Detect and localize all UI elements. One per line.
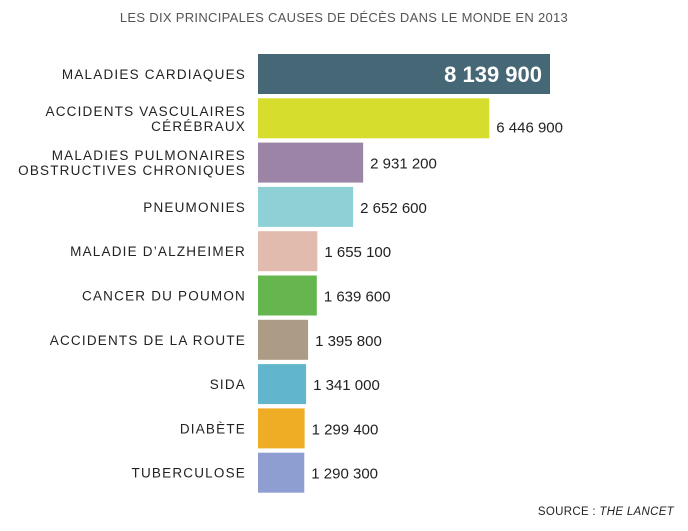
value-label-1: 6 446 900 <box>496 119 563 136</box>
bar-8 <box>258 408 305 449</box>
source-prefix: SOURCE : <box>538 506 600 518</box>
value-label-8: 1 299 400 <box>312 421 379 438</box>
value-label-5: 1 639 600 <box>324 289 391 306</box>
category-label-3-0: PNEUMONIES <box>143 200 246 215</box>
value-label-6: 1 395 800 <box>315 333 382 350</box>
category-label-7-0: SIDA <box>210 377 246 392</box>
bar-4 <box>258 231 318 272</box>
bar-7 <box>258 364 307 405</box>
bar-1 <box>258 98 490 139</box>
bar-9 <box>258 452 305 493</box>
value-label-9: 1 290 300 <box>311 466 378 483</box>
value-label-7: 1 341 000 <box>313 377 380 394</box>
category-label-1-1: CÉRÉBRAUX <box>151 119 246 134</box>
category-label-2-1: OBSTRUCTIVES CHRONIQUES <box>18 163 246 178</box>
source-name: THE LANCET <box>599 506 674 518</box>
category-label-9-0: TUBERCULOSE <box>132 466 246 481</box>
value-label-3: 2 652 600 <box>360 200 427 217</box>
category-label-0-0: MALADIES CARDIAQUES <box>62 67 246 82</box>
chart-title: LES DIX PRINCIPALES CAUSES DE DÉCÈS DANS… <box>120 10 568 25</box>
value-label-4: 1 655 100 <box>324 244 391 261</box>
source-note: SOURCE : THE LANCET <box>538 506 675 518</box>
category-label-1-0: ACCIDENTS VASCULAIRES <box>46 104 247 119</box>
category-label-4-0: MALADIE D’ALZHEIMER <box>70 244 246 259</box>
category-label-8-0: DIABÈTE <box>180 421 246 436</box>
bar-5 <box>258 275 317 316</box>
bars-group: MALADIES CARDIAQUES 8 139 900 ACCIDENTS VA… <box>18 54 563 493</box>
value-label-2: 2 931 200 <box>370 156 437 173</box>
bar-0 <box>258 54 550 94</box>
category-label-2-0: MALADIES PULMONAIRES <box>52 148 246 163</box>
category-label-6-0: ACCIDENTS DE LA ROUTE <box>50 333 246 348</box>
value-label-0: 8 139 900 <box>444 62 542 87</box>
bar-3 <box>258 186 354 227</box>
bar-2 <box>258 142 364 183</box>
bar-6 <box>258 319 309 360</box>
category-label-5-0: CANCER DU POUMON <box>82 289 246 304</box>
